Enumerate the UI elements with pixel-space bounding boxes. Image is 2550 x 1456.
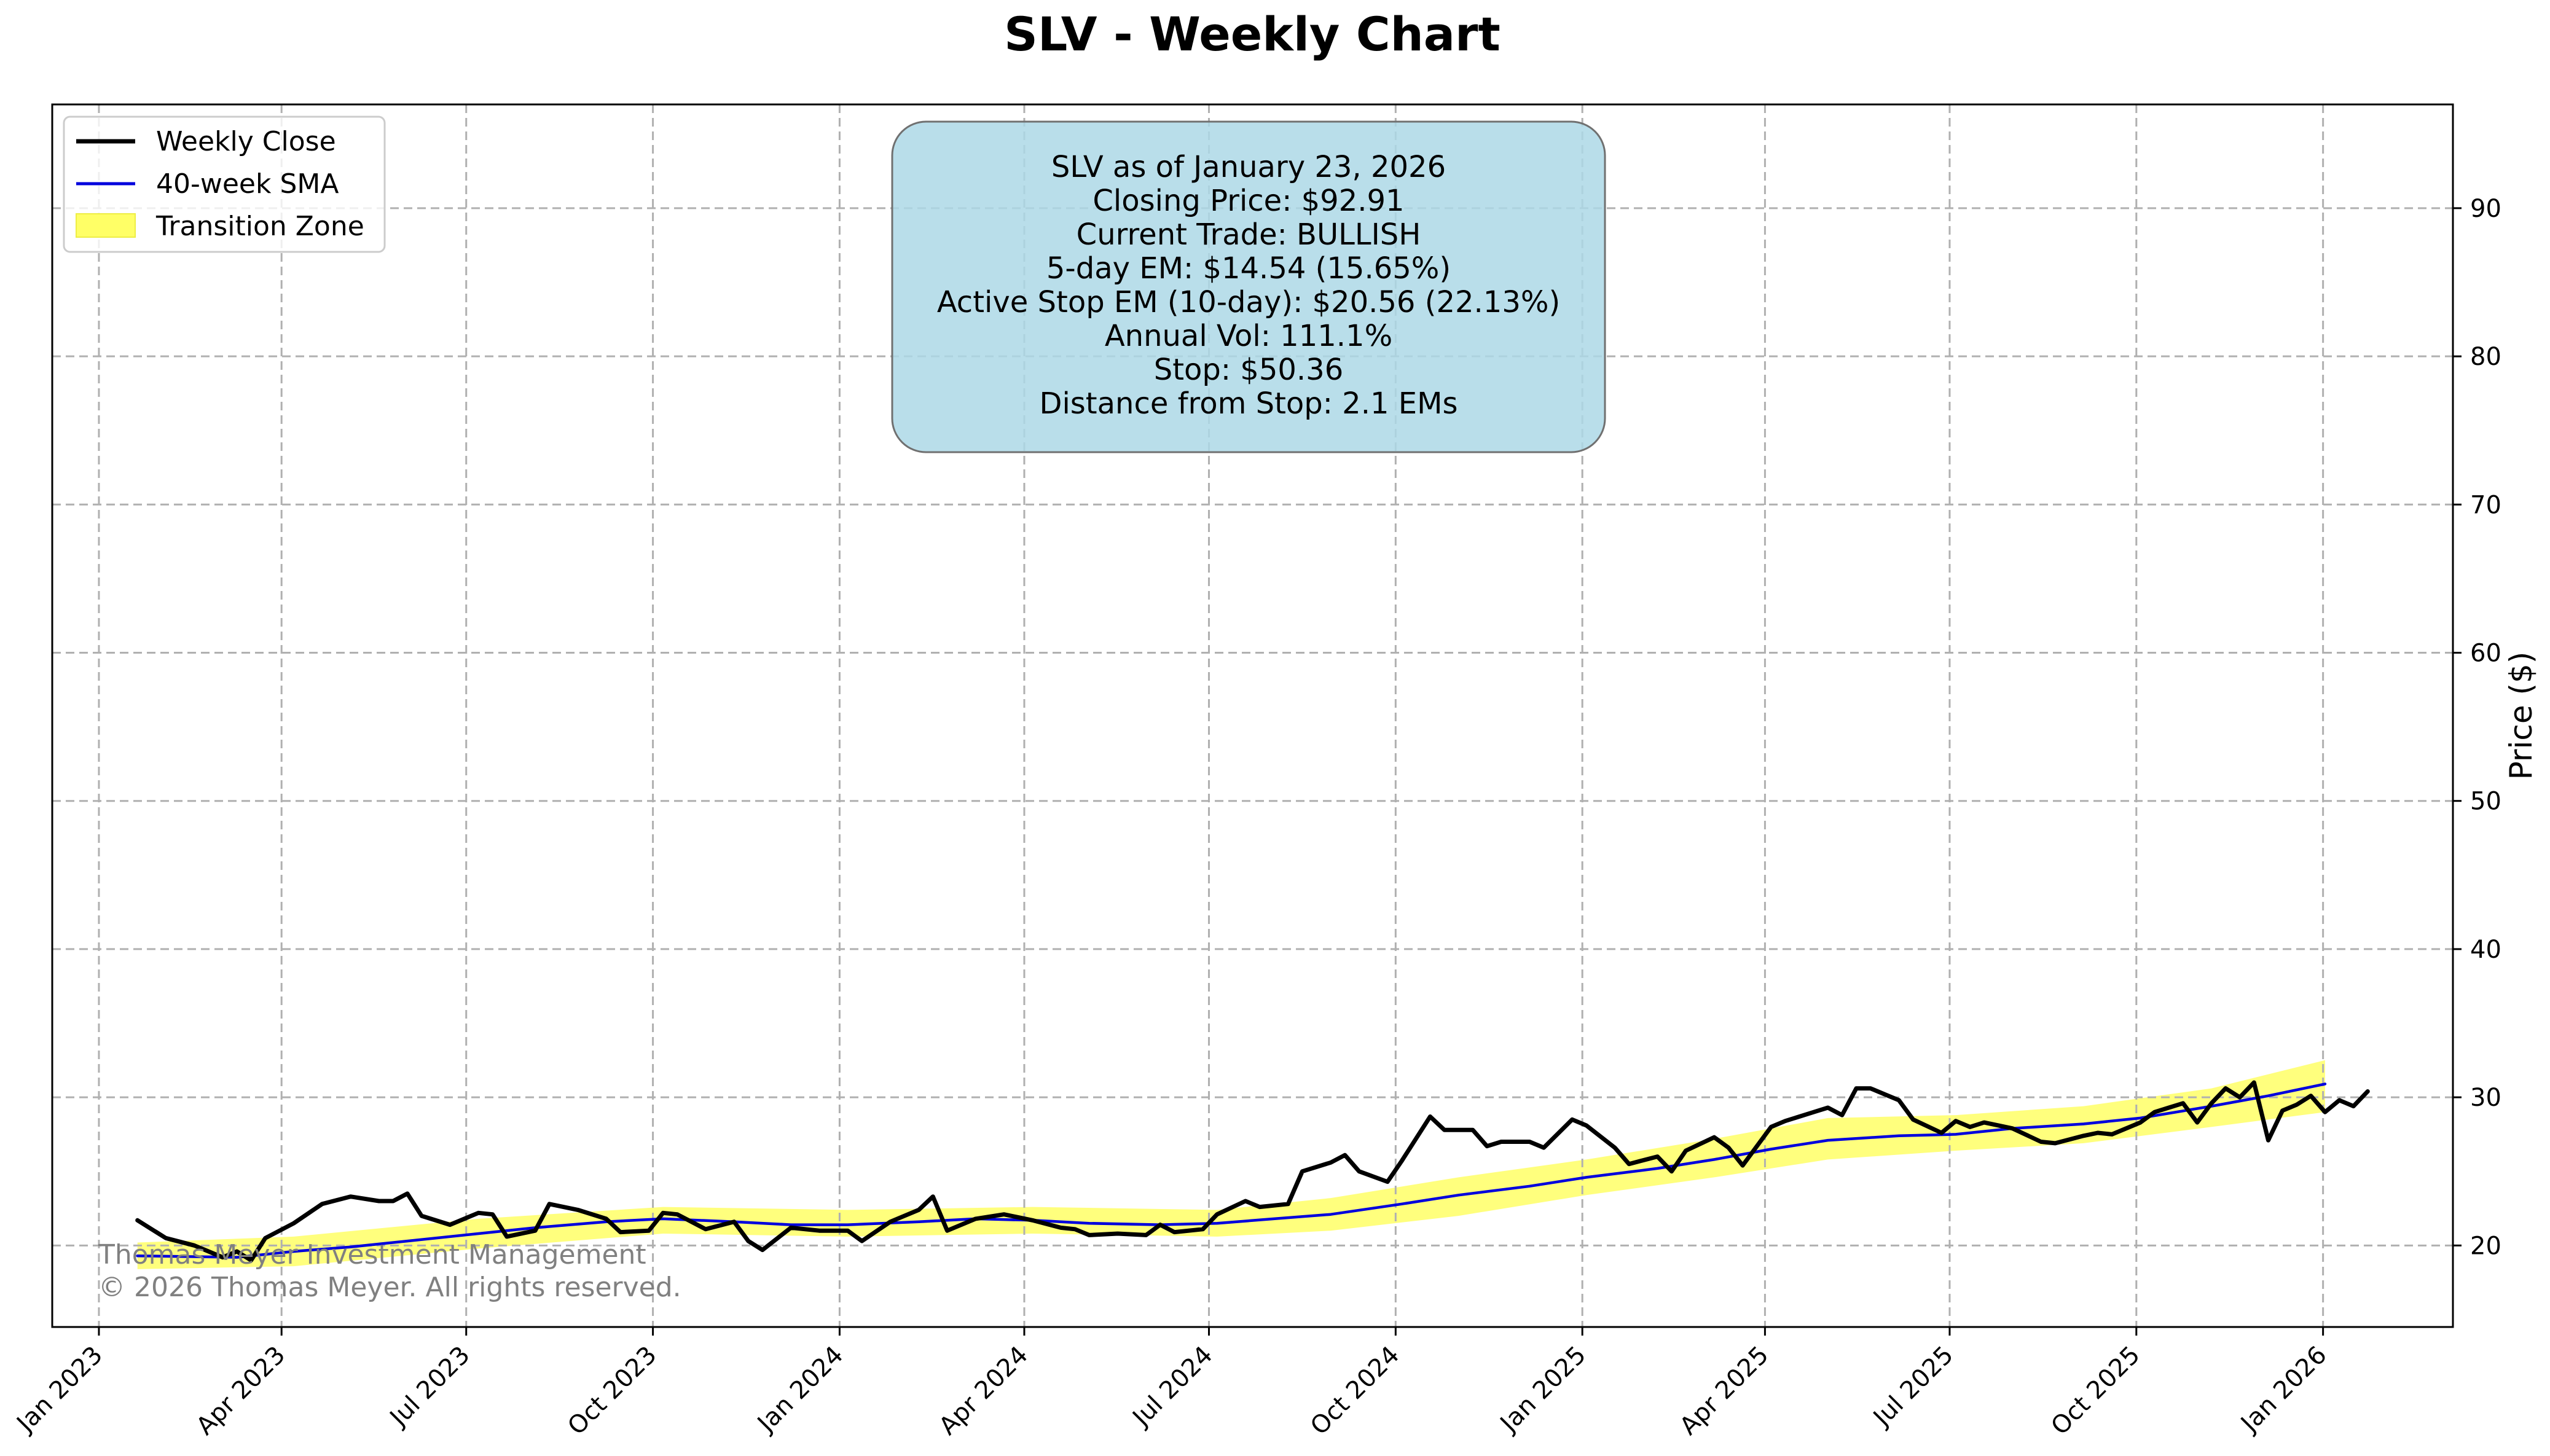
legend-label-transition-zone: Transition Zone [155,211,364,242]
legend: Weekly Close 40-week SMA Transition Zone [63,115,386,253]
watermark-copyright: © 2026 Thomas Meyer. All rights reserved… [98,1272,681,1303]
info-line-5-day-em: 5-day EM: $14.54 (15.65%) [1046,251,1451,286]
plot-area-frame [51,103,2454,1328]
info-box-frame [891,120,1606,453]
legend-frame [63,115,386,253]
y-tick-label: 90 [2470,195,2501,223]
info-box: SLV as of January 23, 2026 Closing Price… [891,120,1606,453]
y-axis-label: Price ($) [2503,652,2539,780]
weekly-close-line [135,1080,2370,1262]
info-line-annual-vol: Annual Vol: 111.1% [1105,319,1392,353]
y-tick-label: 60 [2470,639,2501,667]
legend-swatch-transition-zone [76,213,136,238]
y-tick-label: 20 [2470,1232,2501,1260]
y-tick-label: 50 [2470,788,2501,816]
y-tick-label: 70 [2470,491,2501,519]
y-axis-ticks: 20 30 40 50 60 70 80 90 [2453,195,2501,1260]
watermark-company: Thomas Meyer Investment Management [98,1239,646,1270]
info-line-distance-from-stop: Distance from Stop: 2.1 EMs [1040,386,1458,421]
watermark: Thomas Meyer Investment Management © 202… [98,1239,681,1303]
info-line-as-of: SLV as of January 23, 2026 [1051,150,1446,184]
y-tick-label: 30 [2470,1084,2501,1112]
info-line-active-stop-em: Active Stop EM (10-day): $20.56 (22.13%) [937,285,1560,319]
sma-40-week-line [136,1082,2327,1259]
y-tick-label: 40 [2470,936,2501,964]
info-line-closing-price: Closing Price: $92.91 [1093,184,1404,218]
chart-title: SLV - Weekly Chart [1004,7,1501,61]
series-layer [135,1080,2370,1262]
legend-label-sma: 40-week SMA [156,168,339,200]
info-line-current-trade: Current Trade: BULLISH [1077,217,1421,252]
y-tick-label: 80 [2470,343,2501,371]
legend-label-weekly-close: Weekly Close [156,126,336,157]
grid-layer [52,104,2453,1327]
info-line-stop: Stop: $50.36 [1154,353,1344,387]
